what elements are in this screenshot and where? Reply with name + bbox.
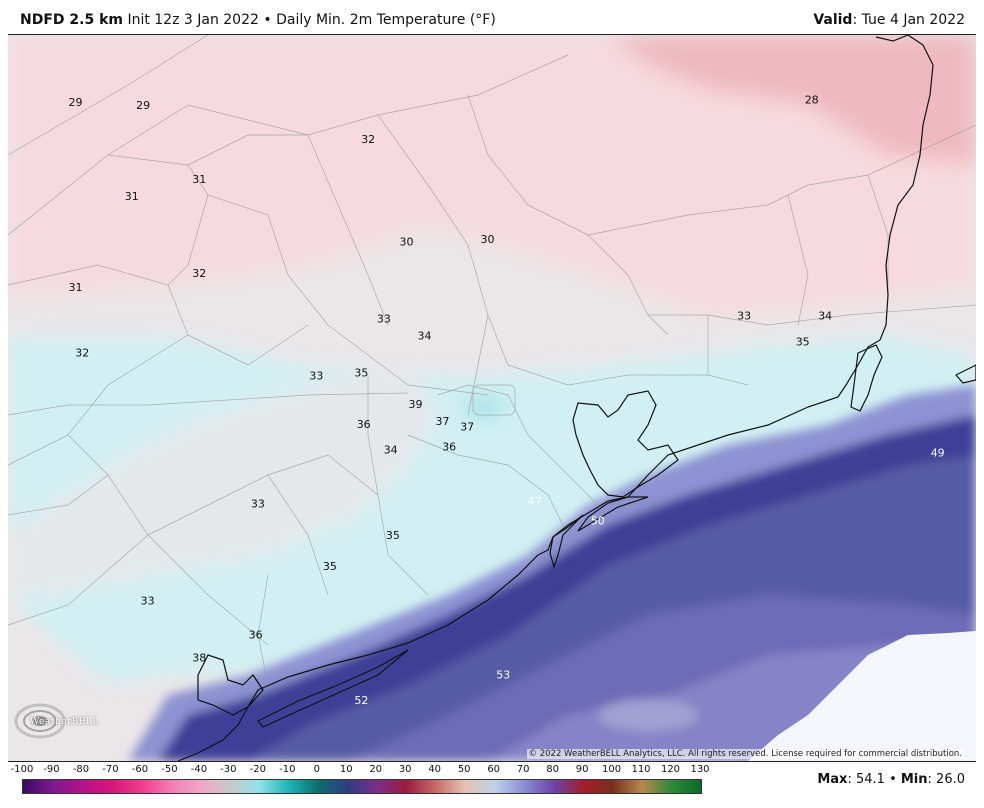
valid-time: Valid: Tue 4 Jan 2022 [813,12,965,28]
temperature-label: 33 [141,594,155,607]
county-boundaries [8,35,976,686]
temperature-label: 35 [323,560,337,573]
scale-tick-label: -20 [249,764,266,775]
scale-ticks: -100 -90 -80 -70 -60 -50 -40 -30 -20 -10 0 10 20 30 40… [8,764,710,778]
scale-tick-label: 110 [631,764,651,775]
temperature-label: 35 [386,529,400,542]
scale-tick-label: 50 [457,764,471,775]
init-time: Init 12z 3 Jan 2022 [127,12,259,28]
temperature-field [8,35,976,761]
color-scale: -100 -90 -80 -70 -60 -50 -40 -30 -20 -10 0 10 20 30 40… [8,762,710,802]
temperature-label: 34 [384,444,398,457]
scale-tick-label: -30 [220,764,237,775]
scale-tick-label: 90 [575,764,589,775]
temperature-label: 33 [377,313,391,326]
scale-tick-label: -60 [131,764,149,775]
scale-tick-label: -100 [10,764,34,775]
scale-tick-label: 30 [398,764,412,775]
stats-separator: • [889,772,897,787]
temperature-label: 30 [400,236,414,249]
temperature-label: 38 [192,651,206,664]
scale-tick-label: -10 [279,764,296,775]
scale-tick-label: -80 [72,764,90,775]
scale-tick-label: -70 [102,764,119,775]
temperature-label: 31 [69,281,83,294]
temperature-label: 34 [418,330,432,343]
temperature-label: 33 [251,498,265,511]
field-name: Daily Min. 2m Temperature (°F) [276,12,496,28]
min-value: : 26.0 [927,772,965,787]
temperature-label: 32 [75,347,89,360]
scale-tick-label: 80 [546,764,559,775]
temperature-label: 29 [136,99,150,112]
temperature-label: 29 [69,96,83,109]
temperature-label: 50 [591,515,605,528]
temperature-label: 49 [931,446,945,459]
temperature-label: 30 [481,233,495,246]
title-separator: • [263,12,272,28]
field-stats: Max: 54.1 • Min: 26.0 [817,772,965,787]
map-header: NDFD 2.5 km Init 12z 3 Jan 2022 • Daily … [0,0,984,34]
scale-tick-label: 120 [660,764,681,775]
valid-date: : Tue 4 Jan 2022 [852,12,965,28]
map-canvas: 29 29 28 32 31 31 30 30 31 32 33 34 33 34 35 32 33 35 39 37… [8,35,976,761]
temperature-label: 47 [528,495,542,508]
scale-tick-label: 130 [690,764,710,775]
scale-tick-label: 100 [602,764,622,775]
bell-swirl-icon [14,703,66,739]
scale-tick-label: 70 [516,764,530,775]
temperature-label: 31 [192,173,206,186]
min-label: Min [900,772,928,787]
temperature-label: 37 [436,415,450,428]
model-name: NDFD 2.5 km [20,12,123,28]
temperature-label: 28 [805,93,819,106]
temperature-labels: 29 29 28 32 31 31 30 30 31 32 33 34 33 34 35 32 33 35 39 37… [69,93,945,707]
temperature-label: 52 [354,694,368,707]
temperature-label: 32 [192,267,206,280]
temperature-label: 37 [460,421,474,434]
temperature-label: 34 [818,310,832,323]
scale-tick-label: 0 [313,764,320,775]
copyright-notice: © 2022 WeatherBELL Analytics, LLC. All r… [526,749,964,759]
scale-tick-label: 60 [487,764,501,775]
max-label: Max [817,772,848,787]
scale-tick-label: 10 [339,764,353,775]
scale-tick-label: -90 [43,764,60,775]
coastline [177,35,976,761]
temperature-label: 39 [409,398,423,411]
scale-tick-label: -50 [161,764,178,775]
temperature-label: 36 [442,441,456,454]
temperature-label: 53 [496,668,510,681]
scale-tick-label: 40 [428,764,442,775]
scale-colorbar [22,779,702,794]
temperature-label: 35 [796,335,810,348]
map-title: NDFD 2.5 km Init 12z 3 Jan 2022 • Daily … [20,12,496,28]
temperature-map: 29 29 28 32 31 31 30 30 31 32 33 34 33 34 35 32 33 35 39 37… [8,34,976,762]
temperature-label: 33 [737,310,751,323]
temperature-label: 36 [357,418,371,431]
temperature-label: 36 [249,629,263,642]
scale-tick-label: -40 [190,764,208,775]
scale-tick-label: 20 [369,764,383,775]
logo-text: WeatherBELL [30,717,99,727]
max-value: : 54.1 [847,772,885,787]
temperature-label: 31 [125,190,139,203]
temperature-label: 32 [361,133,375,146]
temperature-label: 33 [309,370,323,383]
temperature-label: 35 [354,367,368,380]
weatherbell-logo: WeatherBELL [12,697,98,747]
valid-label: Valid [813,12,853,28]
